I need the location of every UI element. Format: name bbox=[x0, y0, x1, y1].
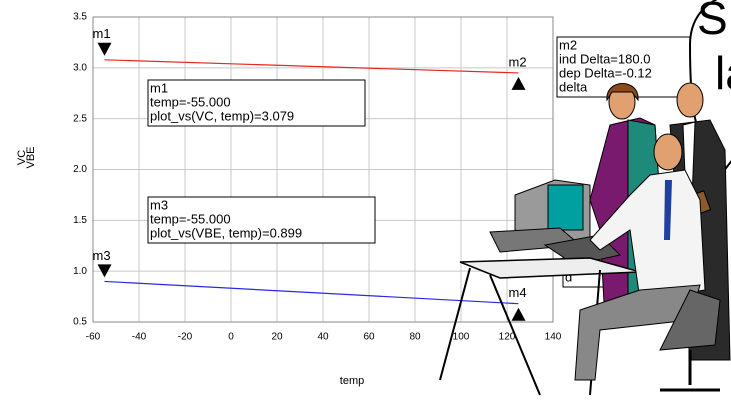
annotation-text: plot_vs(VC, temp)=3.079 bbox=[150, 108, 294, 123]
marker-label: m3 bbox=[93, 248, 111, 263]
x-tick-label: -40 bbox=[132, 332, 147, 343]
annotation-text: m3 bbox=[150, 197, 168, 212]
bubble-text: S bbox=[697, 0, 728, 44]
annotation-text: temp=-55.000 bbox=[150, 211, 231, 226]
marker-label: m1 bbox=[93, 26, 111, 41]
y-tick-label: 3.0 bbox=[73, 62, 87, 73]
x-tick-label: 0 bbox=[228, 332, 234, 343]
x-axis-label: temp bbox=[340, 375, 364, 387]
annotation-text: m1 bbox=[150, 80, 168, 95]
y-tick-label: 0.5 bbox=[73, 317, 87, 328]
y-tick-label: 2.5 bbox=[73, 113, 87, 124]
marker-label: m2 bbox=[509, 54, 527, 69]
marker-label: m4 bbox=[509, 285, 527, 300]
annotation-text: temp=-55.000 bbox=[150, 94, 231, 109]
y-tick-label: 3.5 bbox=[73, 12, 87, 23]
annotation-text: ind Delta=180.0 bbox=[559, 51, 650, 66]
y-tick-label: 2.0 bbox=[73, 164, 87, 175]
annotation-text: dep Delta=-0.12 bbox=[559, 65, 652, 80]
x-tick-label: -20 bbox=[178, 332, 193, 343]
bubble-text: la bbox=[715, 47, 731, 99]
annotation-text: m2 bbox=[559, 37, 577, 52]
x-tick-label: -60 bbox=[86, 332, 101, 343]
x-tick-label: 100 bbox=[453, 332, 470, 343]
x-tick-label: 80 bbox=[409, 332, 421, 343]
x-tick-label: 40 bbox=[317, 332, 329, 343]
x-tick-label: 60 bbox=[363, 332, 375, 343]
annotation-text: delta bbox=[559, 79, 588, 94]
annotation-text: plot_vs(VBE, temp)=0.899 bbox=[150, 225, 302, 240]
y-axis-label: VBE bbox=[25, 146, 37, 168]
man-head bbox=[677, 83, 703, 117]
y-tick-label: 1.0 bbox=[73, 266, 87, 277]
x-tick-label: 140 bbox=[545, 332, 562, 343]
screen bbox=[548, 185, 583, 230]
chart: 0.5 1.0 1.5 2.0 2.5 3.0 3.5 -60 -40 -20 0 20 40 60 80 1… bbox=[0, 0, 731, 404]
x-tick-label: 20 bbox=[271, 332, 283, 343]
seated-head bbox=[654, 134, 682, 170]
y-tick-label: 1.5 bbox=[73, 215, 87, 226]
